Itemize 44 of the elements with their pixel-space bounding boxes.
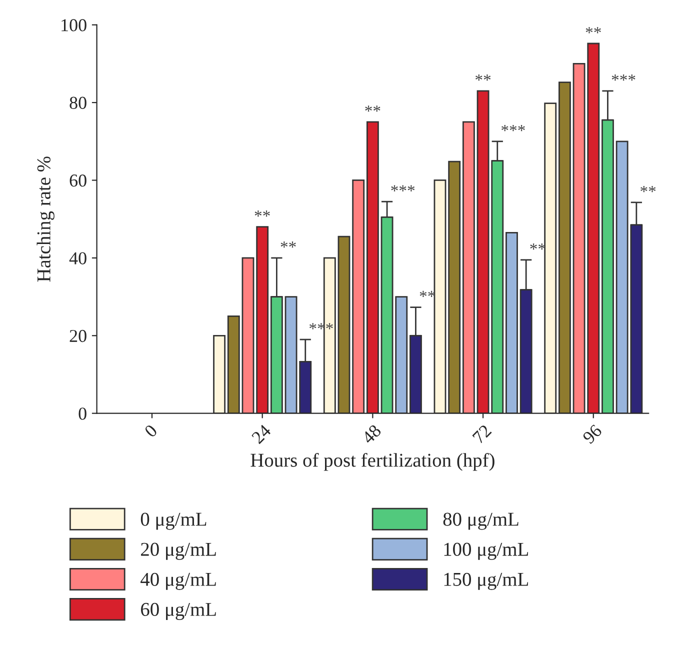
y-axis-title: Hatching rate % bbox=[36, 156, 54, 282]
bar bbox=[256, 226, 269, 414]
bar bbox=[434, 180, 446, 414]
legend-label: 100 μg/mL bbox=[444, 542, 528, 560]
bar bbox=[506, 232, 518, 414]
x-tick-label: 24 bbox=[251, 424, 272, 444]
y-tick-label: 80 bbox=[70, 96, 86, 109]
bar bbox=[558, 82, 571, 414]
bar bbox=[284, 296, 298, 414]
y-tick-label: 20 bbox=[70, 330, 86, 342]
x-axis-title: Hours of post fertilization (hpf) bbox=[250, 452, 494, 471]
bar bbox=[352, 180, 365, 414]
data-label: *** bbox=[612, 74, 636, 81]
data-label: ** bbox=[254, 210, 270, 217]
y-tick-label: 60 bbox=[70, 174, 86, 187]
bar bbox=[338, 236, 350, 414]
x-tick-label: 48 bbox=[361, 424, 382, 445]
bar bbox=[366, 121, 379, 414]
bar bbox=[544, 102, 557, 414]
legend-label: 60 μg/mL bbox=[141, 602, 216, 620]
bar bbox=[448, 160, 461, 414]
legend-label: 20 μg/mL bbox=[141, 542, 216, 560]
x-tick-label: 96 bbox=[582, 424, 603, 444]
y-tick-label: 100 bbox=[62, 19, 86, 32]
bar bbox=[395, 296, 408, 414]
bar bbox=[242, 257, 254, 414]
data-label: ** bbox=[476, 74, 491, 81]
legend-label: 40 μg/mL bbox=[140, 572, 216, 590]
data-label: *** bbox=[502, 124, 525, 132]
bar bbox=[462, 121, 475, 414]
legend-label: 0 μg/mL bbox=[140, 512, 206, 530]
data-label: ** bbox=[586, 27, 601, 34]
data-label: ** bbox=[640, 186, 656, 192]
x-tick-label: 0 bbox=[144, 424, 158, 438]
y-tick-label: 40 bbox=[69, 252, 86, 264]
bar bbox=[227, 316, 240, 414]
y-tick-label: 0 bbox=[78, 408, 86, 420]
legend-label: 150 μg/mL bbox=[444, 572, 528, 590]
x-tick-label: 72 bbox=[472, 424, 492, 444]
data-label: ** bbox=[365, 106, 380, 112]
data-label: ** bbox=[280, 242, 296, 248]
data-label: *** bbox=[391, 185, 415, 192]
bar bbox=[213, 334, 226, 414]
legend-label: 80 μg/mL bbox=[443, 512, 518, 530]
